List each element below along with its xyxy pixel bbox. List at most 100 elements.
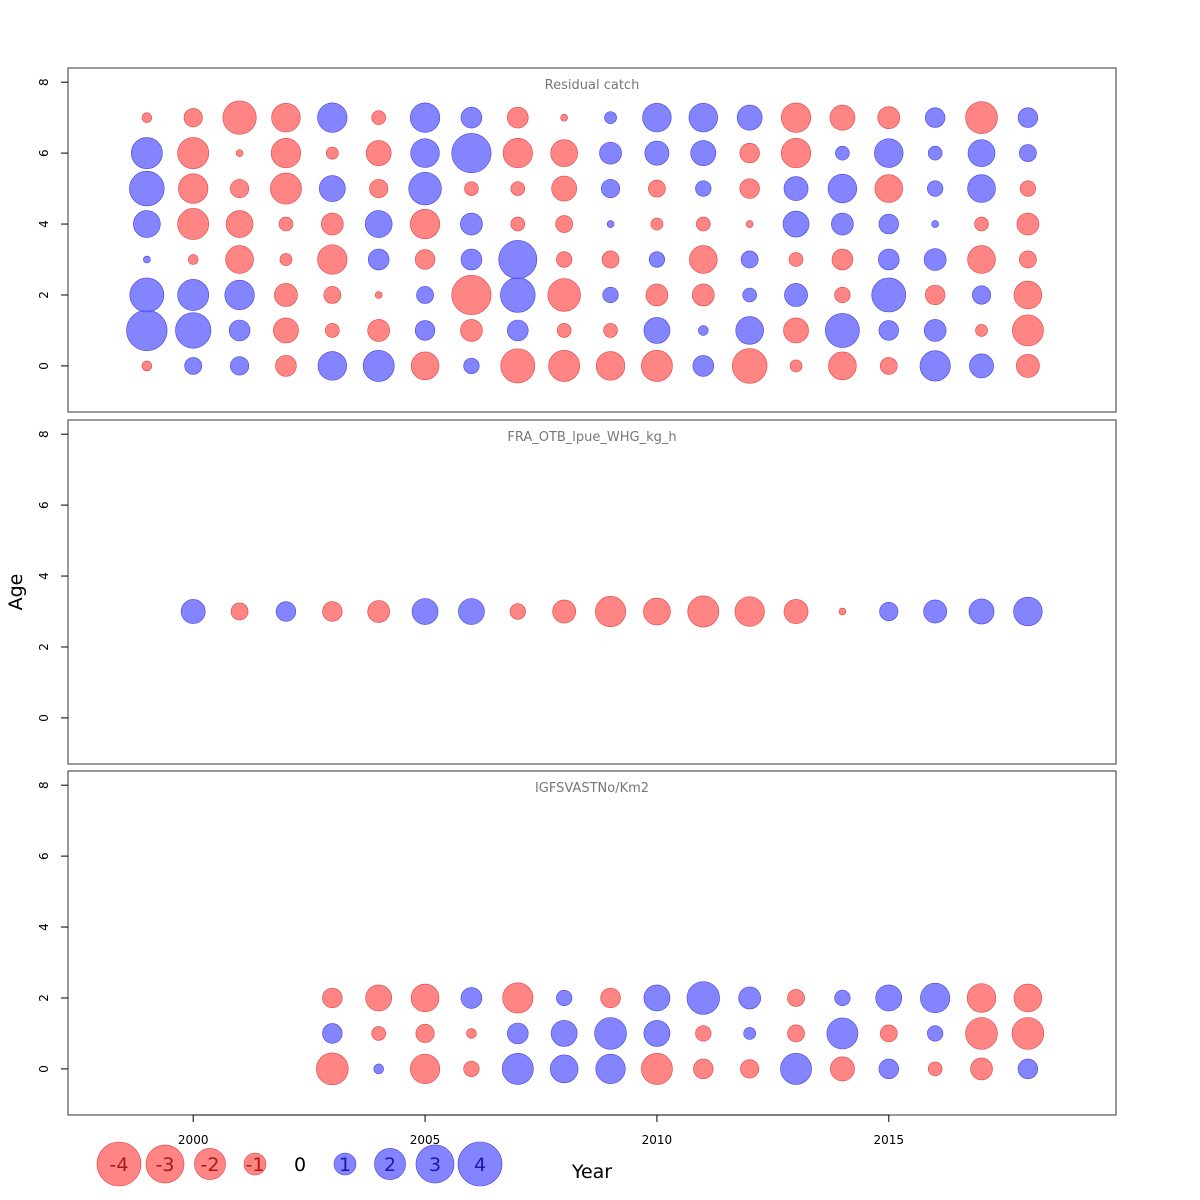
residual-bubble bbox=[693, 1058, 714, 1080]
residual-bubble bbox=[547, 278, 581, 312]
y-tick-label: 0 bbox=[37, 714, 51, 722]
y-tick-label: 0 bbox=[37, 1065, 51, 1073]
y-tick-label: 4 bbox=[37, 572, 51, 580]
panel-frame bbox=[67, 770, 1117, 1116]
legend-label: 4 bbox=[474, 1154, 486, 1176]
residual-bubble bbox=[1019, 250, 1037, 269]
residual-bubble bbox=[923, 319, 947, 342]
residual-bubble bbox=[645, 283, 669, 307]
residual-bubble bbox=[878, 213, 899, 235]
residual-bubble bbox=[141, 360, 153, 372]
y-tick-label: 8 bbox=[37, 78, 51, 86]
residual-bubble bbox=[133, 210, 161, 238]
residual-bubble bbox=[879, 1024, 898, 1043]
residual-bubble bbox=[871, 277, 907, 313]
residual-bubble bbox=[509, 603, 526, 620]
residual-bubble bbox=[410, 351, 440, 381]
residual-bubble bbox=[1017, 1058, 1039, 1080]
residual-bubble bbox=[270, 138, 302, 169]
residual-bubble bbox=[507, 106, 529, 129]
residual-bubble bbox=[1012, 314, 1044, 347]
residual-bubble bbox=[879, 602, 899, 622]
residual-bubble bbox=[927, 1061, 943, 1077]
residual-bubble bbox=[325, 323, 340, 338]
residual-bubble bbox=[235, 149, 244, 157]
residual-bubble bbox=[602, 286, 619, 304]
residual-bubble bbox=[230, 179, 250, 199]
residual-bubble bbox=[923, 248, 947, 271]
residual-bubble bbox=[365, 984, 393, 1012]
residual-bubble bbox=[688, 103, 718, 133]
residual-bubble bbox=[500, 277, 536, 313]
x-tick-label: 2000 bbox=[178, 1133, 209, 1147]
residual-bubble bbox=[970, 1057, 993, 1081]
residual-bubble bbox=[552, 599, 577, 624]
residual-bubble bbox=[780, 102, 812, 133]
residual-bubble bbox=[225, 245, 254, 274]
residual-bubble bbox=[698, 325, 709, 336]
residual-bubble bbox=[410, 1053, 441, 1084]
residual-bubble bbox=[599, 141, 622, 165]
residual-bubble bbox=[184, 357, 203, 375]
panel-3: IGFSVASTNo/Km2 0 2 4 6 8 bbox=[37, 770, 1117, 1116]
residual-bubble bbox=[739, 178, 760, 199]
residual-bubble bbox=[325, 146, 339, 160]
residual-bubble bbox=[874, 174, 903, 203]
residual-bubble bbox=[551, 175, 578, 202]
legend-item: -4 bbox=[96, 1141, 142, 1187]
residual-bubble bbox=[789, 359, 803, 373]
residual-bubble bbox=[650, 217, 664, 231]
residual-bubble bbox=[784, 283, 808, 307]
residual-bubble bbox=[831, 248, 854, 271]
bubble-size-legend: -4 -3 -2 -1 0 1 2 3 4 bbox=[96, 1141, 503, 1187]
residual-bubble bbox=[323, 286, 342, 304]
legend-item: 4 bbox=[457, 1141, 503, 1187]
residual-bubble bbox=[177, 137, 210, 169]
residual-bubble bbox=[965, 101, 998, 134]
residual-bubble bbox=[414, 249, 436, 270]
residual-bubble bbox=[972, 285, 992, 305]
residual-bubble bbox=[177, 279, 210, 311]
residual-bubble bbox=[371, 1026, 386, 1041]
residual-bubble bbox=[230, 356, 250, 376]
panel-2: FRA_OTB_lpue_WHG_kg_h 0 2 4 6 8 bbox=[37, 419, 1117, 765]
residual-bubble bbox=[180, 599, 206, 624]
residual-bubble bbox=[740, 250, 759, 269]
residual-bubble bbox=[507, 1022, 529, 1045]
residual-bubble bbox=[787, 989, 805, 1007]
residual-bubble bbox=[787, 1024, 805, 1043]
panels: Residual catch02468FRA_OTB_lpue_WHG_kg_h… bbox=[37, 67, 1117, 1116]
residual-bubble bbox=[501, 1053, 534, 1085]
y-tick-label: 2 bbox=[37, 643, 51, 651]
residual-bubble bbox=[1013, 280, 1043, 310]
y-tick-label: 0 bbox=[37, 362, 51, 370]
residual-bubble bbox=[825, 313, 860, 348]
legend-bubble bbox=[194, 1148, 226, 1180]
residual-bubble bbox=[745, 220, 754, 228]
residual-bubble bbox=[1013, 983, 1043, 1013]
legend-label: 3 bbox=[429, 1154, 441, 1176]
legend-item: -3 bbox=[145, 1144, 185, 1184]
residual-bubble bbox=[416, 286, 434, 304]
y-tick-label: 8 bbox=[37, 430, 51, 438]
legend-bubble bbox=[96, 1141, 142, 1187]
legend-label: -4 bbox=[110, 1154, 129, 1176]
residual-bubble bbox=[927, 145, 943, 161]
residual-bubble bbox=[828, 351, 857, 381]
residual-bubble bbox=[126, 309, 168, 352]
residual-bubble bbox=[460, 106, 483, 129]
legend-bubble bbox=[333, 1152, 357, 1176]
y-tick-label: 6 bbox=[37, 501, 51, 509]
legend-label: -2 bbox=[201, 1154, 220, 1176]
y-tick-label: 6 bbox=[37, 852, 51, 860]
residual-bubble bbox=[1016, 354, 1040, 378]
legend-label: -1 bbox=[246, 1154, 265, 1176]
x-axis: 2000 2005 2010 2015 bbox=[178, 1114, 904, 1147]
residual-bubble bbox=[1013, 596, 1043, 627]
residual-bubble bbox=[369, 179, 389, 199]
residual-bubble bbox=[878, 248, 900, 271]
residual-bubble bbox=[743, 1027, 756, 1040]
residual-bubble bbox=[788, 252, 804, 267]
residual-bubble bbox=[410, 983, 440, 1013]
